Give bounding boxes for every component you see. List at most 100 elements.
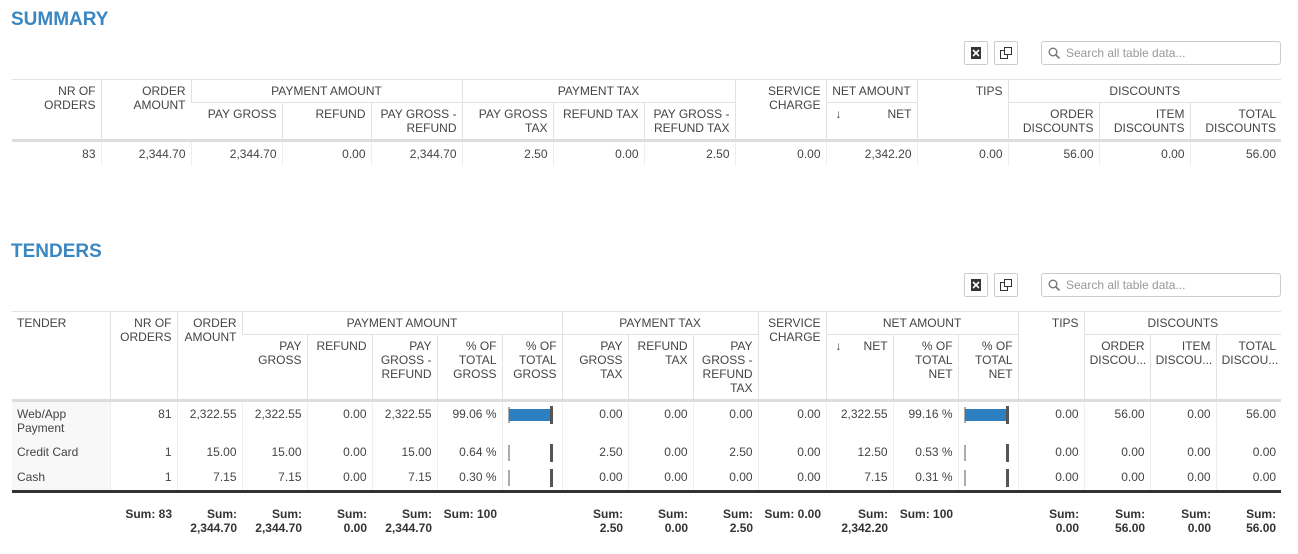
search-box[interactable]: Search all table data... xyxy=(1041,41,1281,65)
cell: 0.00 xyxy=(1098,140,1190,166)
sum-cell: Sum: 100 xyxy=(893,490,959,540)
cell: 7.15 xyxy=(371,465,437,492)
bar-cell xyxy=(957,440,1019,465)
column-label: NR OF ORDERS xyxy=(120,316,172,344)
cell: 2,344.70 xyxy=(190,140,282,166)
cell: 7.15 xyxy=(825,465,894,492)
column-label: PAY GROSS - REFUND xyxy=(380,107,457,135)
cell: 15.00 xyxy=(176,440,242,465)
cell: 0.00 xyxy=(1083,440,1151,465)
cell: 0.00 xyxy=(306,440,372,465)
cell: 0.00 xyxy=(1017,440,1085,465)
column-header: PAY GROSS - REFUND xyxy=(370,102,462,142)
column-label: REFUND xyxy=(315,107,366,121)
column-header: SERVICE CHARGE xyxy=(757,311,827,402)
group-header: DISCOUNTS xyxy=(1007,79,1282,103)
column-label: PAY GROSS xyxy=(258,339,302,367)
column-label: REFUND TAX xyxy=(637,339,688,367)
cell: 0.00 xyxy=(757,440,827,465)
column-label: ORDER AMOUNT xyxy=(133,84,186,112)
bar-cell xyxy=(957,400,1019,440)
cell: 99.16 % xyxy=(892,400,959,440)
columns-button[interactable] xyxy=(994,41,1018,65)
sum-cell: Sum: 56.00 xyxy=(1216,490,1282,540)
cell: 0.00 xyxy=(281,140,371,166)
export-excel-button[interactable] xyxy=(964,273,988,297)
column-header: REFUND xyxy=(306,334,372,402)
summary-title: SUMMARY xyxy=(11,9,109,30)
column-header: PAY GROSS - REFUND xyxy=(371,334,437,402)
cell: 2.50 xyxy=(643,140,735,166)
column-header: NR OF ORDERS xyxy=(109,311,177,402)
column-header: ORDER AMOUNT xyxy=(176,311,242,402)
cell: 0.00 xyxy=(1215,465,1282,492)
sum-cell: Sum: 2.50 xyxy=(562,490,629,540)
column-label: ITEM DISCOUNTS xyxy=(1113,107,1185,135)
group-header: PAYMENT AMOUNT xyxy=(241,311,563,335)
column-label: TENDER xyxy=(17,316,67,330)
cell: 0.00 xyxy=(627,465,694,492)
sum-cell: Sum: 100 xyxy=(437,490,502,540)
column-header: ORDER AMOUNT xyxy=(100,79,191,142)
bar-cell xyxy=(501,465,563,492)
sum-cell: Sum: 0.00 xyxy=(758,490,827,540)
column-header: PAY GROSS TAX xyxy=(561,334,629,402)
search-box[interactable]: Search all table data... xyxy=(1041,273,1281,297)
column-header: PAY GROSS TAX xyxy=(461,102,553,142)
column-header: ORDER DISCOU... xyxy=(1083,334,1151,402)
cell: 83 xyxy=(82,147,96,161)
cell: 0.00 xyxy=(552,140,644,166)
column-header: % OF TOTAL NET xyxy=(957,334,1019,402)
column-label: PAY GROSS TAX xyxy=(579,339,623,381)
percent-bar xyxy=(508,406,553,424)
tender-name: Credit Card xyxy=(12,440,110,465)
cell: 2,322.55 xyxy=(176,400,242,440)
cell: 0.00 xyxy=(916,140,1008,166)
cell: 0.00 xyxy=(1149,400,1217,440)
percent-bar xyxy=(964,444,1009,462)
cell: 0.00 xyxy=(1017,400,1085,440)
sum-cell: Sum: 2.50 xyxy=(693,490,759,540)
percent-bar xyxy=(964,469,1009,487)
empty-cell xyxy=(12,490,110,540)
column-label: PAY GROSS - REFUND TAX xyxy=(653,107,730,135)
cell: 7.15 xyxy=(176,465,242,492)
cell: 2.50 xyxy=(461,140,553,166)
export-excel-button[interactable] xyxy=(964,41,988,65)
column-header: ORDER DISCOUNTS xyxy=(1007,102,1099,142)
search-placeholder: Search all table data... xyxy=(1066,278,1186,292)
columns-button[interactable] xyxy=(994,273,1018,297)
column-label: ORDER DISCOU... xyxy=(1089,339,1147,367)
sum-cell: Sum: 2,344.70 xyxy=(242,490,307,540)
column-header: PAY GROSS xyxy=(242,334,307,402)
cell: 0.30 % xyxy=(436,465,502,492)
column-label: ORDER DISCOUNTS xyxy=(1022,107,1094,135)
column-header: TIPS xyxy=(916,79,1008,142)
column-label: NR OF ORDERS xyxy=(44,84,96,112)
column-header: ITEM DISCOUNTS xyxy=(1098,102,1190,142)
cell: 0.00 xyxy=(692,400,759,440)
tender-name: Web/App Payment xyxy=(12,400,110,440)
data-row: Credit Card 1 15.00 15.00 0.00 15.00 0.64 % 2.5… xyxy=(12,440,1282,465)
cell: 2,344.70 xyxy=(100,140,191,166)
group-header: NET AMOUNT xyxy=(825,311,1019,335)
bar xyxy=(964,409,1007,421)
data-row: 83 2,344.70 2,344.70 0.00 2,344.70 2.50 0.00 2.… xyxy=(12,140,1282,166)
group-header: PAYMENT TAX xyxy=(561,311,759,335)
tender-name: Cash xyxy=(12,465,110,492)
sum-row: Sum: 83 Sum: 2,344.70 Sum: 2,344.70 Sum: 0.… xyxy=(12,490,1282,540)
sum-cell: Sum: 83 xyxy=(110,490,177,540)
cell: 2,322.55 xyxy=(241,400,307,440)
column-label: SERVICE CHARGE xyxy=(768,84,821,112)
column-header: PAY GROSS - REFUND TAX xyxy=(692,334,759,402)
cell: 81 xyxy=(109,400,177,440)
header-row: PAY GROSS REFUND PAY GROSS - REFUND % OF TO… xyxy=(12,334,1282,402)
bar-cell xyxy=(957,465,1019,492)
cell: 0.64 % xyxy=(436,440,502,465)
cell: 56.00 xyxy=(1189,140,1282,166)
sort-indicator: ↓ xyxy=(835,107,842,121)
cell: 0.00 xyxy=(306,465,372,492)
sum-cell: Sum: 0.00 xyxy=(1150,490,1217,540)
bar xyxy=(508,409,551,421)
cell: 56.00 xyxy=(1215,400,1282,440)
